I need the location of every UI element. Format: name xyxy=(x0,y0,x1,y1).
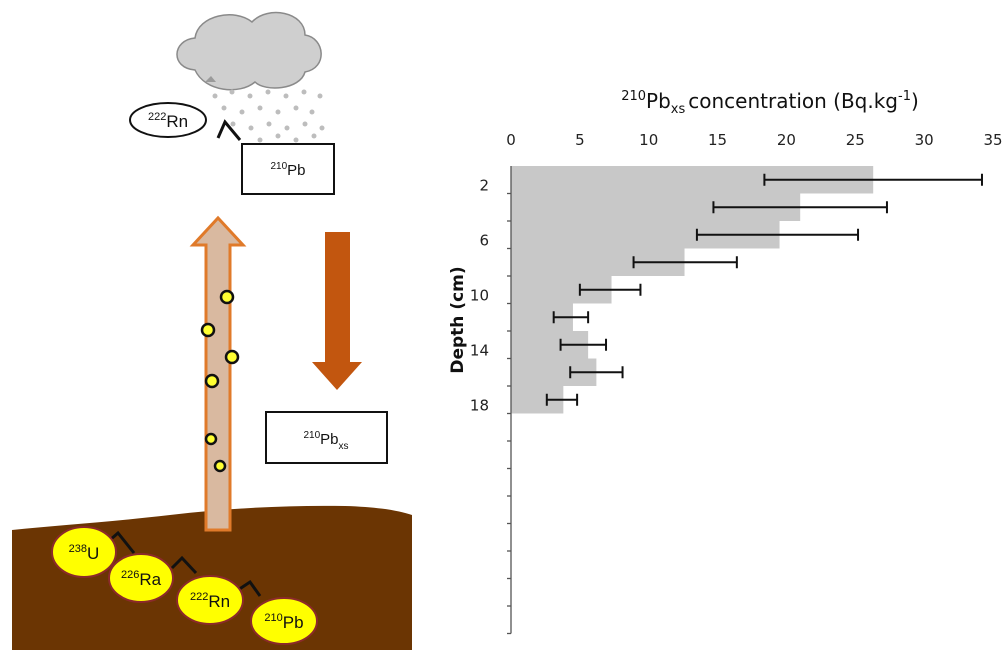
svg-text:238U: 238U xyxy=(69,543,100,563)
bar-series xyxy=(511,166,874,414)
y-tick-label: 6 xyxy=(479,232,489,250)
error-bar xyxy=(632,256,738,269)
svg-text:210Pbxs: 210Pbxs xyxy=(303,430,348,452)
chart-title: 210Pbxs concentration (Bq.kg-1) xyxy=(621,89,919,117)
xs-pb-sub: xs xyxy=(339,441,349,452)
y-tick-label: 2 xyxy=(479,177,489,195)
radon-mass: 222 xyxy=(148,111,166,123)
error-bar xyxy=(695,228,860,241)
nuclide-ra226: 226Ra xyxy=(108,553,174,603)
atm-pb-element: Pb xyxy=(287,162,305,179)
x-tick-label: 20 xyxy=(777,131,796,149)
x-axis-ticks: 0 5 10 15 20 25 30 35 xyxy=(506,131,1002,149)
error-bar xyxy=(569,366,624,379)
atmospheric-pb-box: 210Pb xyxy=(241,143,335,195)
nuclide-rn222: 222Rn xyxy=(176,575,244,625)
x-tick-label: 15 xyxy=(708,131,727,149)
x-tick-label: 25 xyxy=(846,131,865,149)
x-tick-label: 30 xyxy=(915,131,934,149)
error-bar xyxy=(712,201,888,214)
atm-pb-mass: 210 xyxy=(270,161,287,172)
svg-text:210Pb: 210Pb xyxy=(270,161,305,179)
xs-pb-element: Pb xyxy=(320,431,338,448)
y-axis: 2 6 10 14 18 xyxy=(470,166,512,635)
svg-text:210Pb: 210Pb xyxy=(264,612,303,632)
y-axis-label: Depth (cm) xyxy=(448,266,468,373)
title-sup: -1 xyxy=(898,89,911,104)
y-tick-label: 18 xyxy=(470,397,489,415)
downward-arrow xyxy=(312,232,362,390)
nuclide-u238: 238U xyxy=(51,526,117,578)
error-bar xyxy=(545,393,579,406)
error-bar xyxy=(559,338,608,351)
y-tick-label: 10 xyxy=(470,287,489,305)
x-tick-label: 35 xyxy=(983,131,1002,149)
nuclide-pb210: 210Pb xyxy=(250,597,318,645)
error-bar xyxy=(578,283,642,296)
radon-element: Rn xyxy=(166,112,188,131)
upward-arrow xyxy=(189,215,247,532)
cloud-icon xyxy=(176,11,322,91)
decay-link-top xyxy=(216,119,242,141)
soil-decay-chain: 238U 226Ra 222Rn 210Pb xyxy=(51,526,318,645)
title-text: concentration (Bq.kg xyxy=(688,89,898,113)
precipitation-dots xyxy=(212,89,325,143)
error-bar xyxy=(763,173,983,186)
diagram-panel: 222Rn 210Pb xyxy=(12,11,412,650)
xs-pb-mass: 210 xyxy=(303,430,320,441)
title-close: ) xyxy=(911,89,919,113)
error-bars xyxy=(545,173,983,406)
svg-text:222Rn: 222Rn xyxy=(148,111,188,131)
x-tick-label: 5 xyxy=(575,131,585,149)
svg-text:226Ra: 226Ra xyxy=(121,569,162,589)
svg-text:222Rn: 222Rn xyxy=(190,591,230,611)
radon-oval: 222Rn xyxy=(129,102,207,138)
title-sub: xs xyxy=(671,102,686,117)
chart-panel: 210Pbxs concentration (Bq.kg-1) 0 5 10 15 20 2… xyxy=(448,89,1003,635)
error-bar xyxy=(552,311,590,324)
title-mass: 210 xyxy=(621,89,646,104)
y-tick-label: 14 xyxy=(470,342,489,360)
rising-particles xyxy=(200,289,240,473)
title-element: Pb xyxy=(646,89,671,113)
excess-pb-box: 210Pbxs xyxy=(265,411,388,464)
x-tick-label: 10 xyxy=(639,131,658,149)
x-tick-label: 0 xyxy=(506,131,516,149)
